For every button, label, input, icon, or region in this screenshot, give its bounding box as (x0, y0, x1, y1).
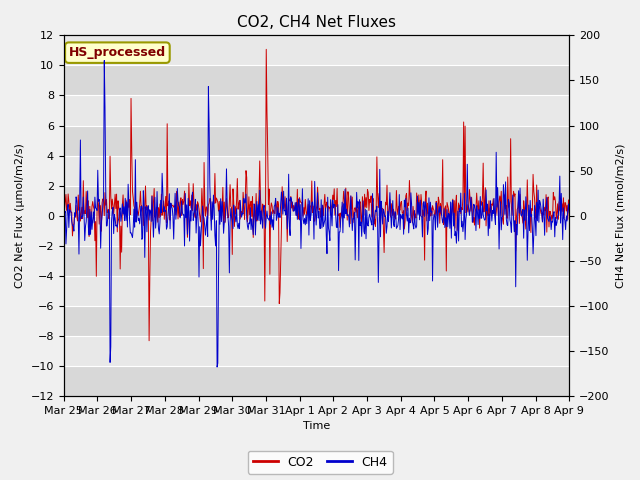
Bar (64, 306, 569, 336)
Legend: CO2, CH4: CO2, CH4 (248, 451, 392, 474)
Bar (64, 126, 569, 156)
Bar (64, 186, 569, 216)
Bar (64, 96, 569, 126)
Y-axis label: CO2 Net Flux (μmol/m2/s): CO2 Net Flux (μmol/m2/s) (15, 144, 25, 288)
Bar (64, 336, 569, 366)
Bar (64, 156, 569, 186)
Bar (64, 366, 569, 396)
Bar (64, 36, 569, 65)
Bar (64, 216, 569, 246)
Bar (64, 276, 569, 306)
Bar (64, 246, 569, 276)
Bar (64, 65, 569, 96)
X-axis label: Time: Time (303, 421, 330, 432)
Title: CO2, CH4 Net Fluxes: CO2, CH4 Net Fluxes (237, 15, 396, 30)
Y-axis label: CH4 Net Flux (nmol/m2/s): CH4 Net Flux (nmol/m2/s) (615, 144, 625, 288)
Text: HS_processed: HS_processed (69, 46, 166, 59)
